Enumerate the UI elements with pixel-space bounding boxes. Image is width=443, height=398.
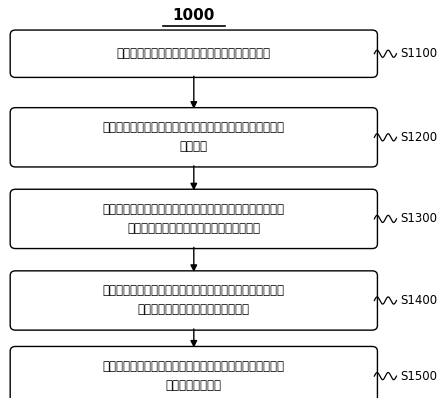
Text: S1100: S1100 [400,47,437,60]
FancyBboxPatch shape [10,189,377,248]
Text: S1300: S1300 [400,213,437,225]
Text: 在所述填充层的远离所述衬底的一侧形成与所述第一导电层
相连的第四导电层: 在所述填充层的远离所述衬底的一侧形成与所述第一导电层 相连的第四导电层 [103,360,285,392]
Text: 1000: 1000 [173,8,215,23]
FancyBboxPatch shape [10,271,377,330]
Text: 在所述预设孔内形成与所述栅极层连接的第一导电层，并在
所述预设孔的剩余空间内形成填充层: 在所述预设孔内形成与所述栅极层连接的第一导电层，并在 所述预设孔的剩余空间内形成… [103,285,285,316]
FancyBboxPatch shape [10,30,377,77]
Text: S1400: S1400 [400,294,437,307]
FancyBboxPatch shape [10,346,377,398]
Text: S1500: S1500 [400,370,437,382]
Text: 在衬底上交替堆叠电介质层和牺牲层形成堆叠结构: 在衬底上交替堆叠电介质层和牺牲层形成堆叠结构 [117,47,271,60]
Text: S1200: S1200 [400,131,437,144]
Text: 去除所述牺牲层的至少一部分形成间隙，并在所述间隙内填
充栅极层: 去除所述牺牲层的至少一部分形成间隙，并在所述间隙内填 充栅极层 [103,121,285,153]
FancyBboxPatch shape [10,107,377,167]
Text: 在所述堆叠结构的远离所述衬底的一侧形成预设孔，其中，
所述预设孔的至少一部分与所述栅极层接触: 在所述堆叠结构的远离所述衬底的一侧形成预设孔，其中， 所述预设孔的至少一部分与所… [103,203,285,235]
